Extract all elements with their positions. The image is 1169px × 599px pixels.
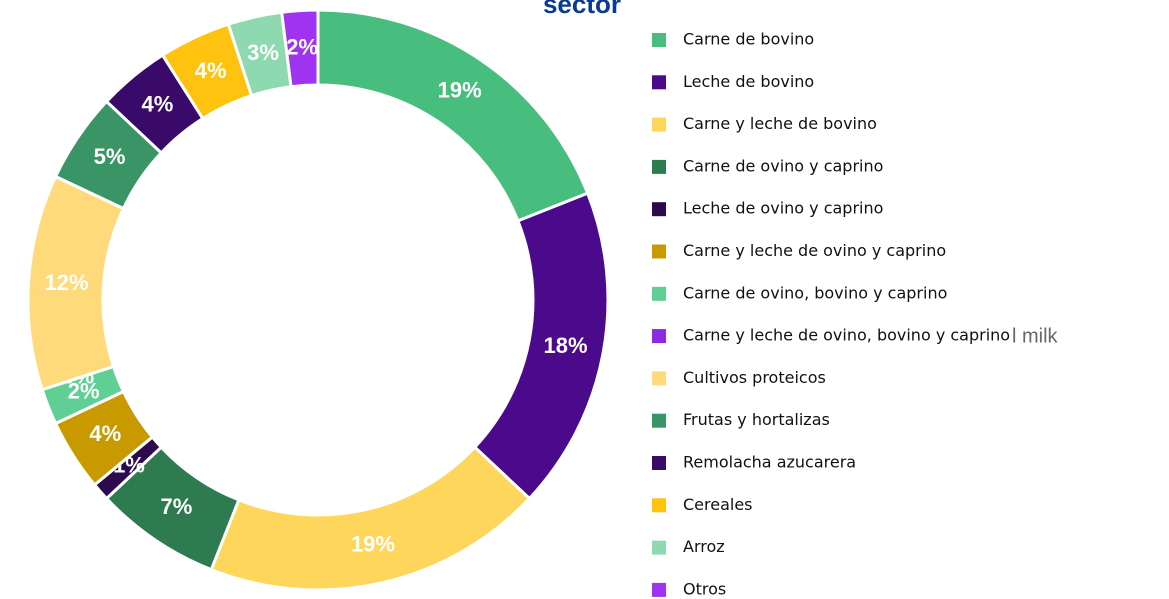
legend-label: Otros <box>683 579 726 598</box>
legend-swatch <box>652 159 666 174</box>
data-label: 4% <box>141 92 173 117</box>
legend-swatch <box>652 33 666 47</box>
legend-swatch <box>652 582 666 597</box>
slice <box>279 8 320 89</box>
legend-label: Carne de bovino <box>683 30 814 49</box>
legend-label: Carne y leche de ovino, bovino y caprino <box>683 326 1010 345</box>
legend-swatch <box>652 456 666 470</box>
annotation: l milk <box>1012 325 1059 347</box>
legend-label: Cereales <box>683 495 753 514</box>
legend-label: Carne y leche de ovino y caprino <box>683 241 946 260</box>
slice <box>316 8 590 223</box>
data-label: 19% <box>351 532 395 557</box>
legend-swatch <box>652 117 666 132</box>
legend-label: Leche de ovino y caprino <box>683 199 883 218</box>
data-label: 19% <box>438 77 482 102</box>
slice <box>472 191 610 501</box>
legend-swatch <box>652 75 666 90</box>
data-label: 18% <box>544 333 588 358</box>
data-label: 7% <box>160 494 192 519</box>
data-label: 2% <box>68 379 100 404</box>
data-label: 4% <box>195 58 227 83</box>
legend-label: Arroz <box>683 537 725 556</box>
legend-swatch <box>652 540 666 555</box>
legend-label: Carne y leche de bovino <box>683 114 877 133</box>
legend-label: Leche de bovino <box>683 72 814 91</box>
chart-title: sector <box>543 0 621 19</box>
legend-swatch <box>652 371 666 386</box>
data-label: 2% <box>286 34 318 59</box>
legend-swatch <box>652 286 666 301</box>
legend-label: Cultivos proteicos <box>683 368 826 387</box>
legend-swatch <box>652 244 666 259</box>
slice <box>209 445 532 592</box>
data-label: 12% <box>44 270 88 295</box>
data-label: 4% <box>89 421 121 446</box>
legend-label: Carne de ovino y caprino <box>683 156 883 175</box>
legend-swatch <box>652 498 666 513</box>
legend-label: Frutas y hortalizas <box>683 410 830 429</box>
data-label: 3% <box>247 40 279 65</box>
legend-swatch <box>652 202 666 217</box>
data-label: 5% <box>94 144 126 169</box>
legend-label: Carne de ovino, bovino y caprino <box>683 283 947 302</box>
legend-label: Remolacha azucarera <box>683 453 856 472</box>
legend-swatch <box>652 329 666 344</box>
legend-swatch <box>652 413 666 428</box>
